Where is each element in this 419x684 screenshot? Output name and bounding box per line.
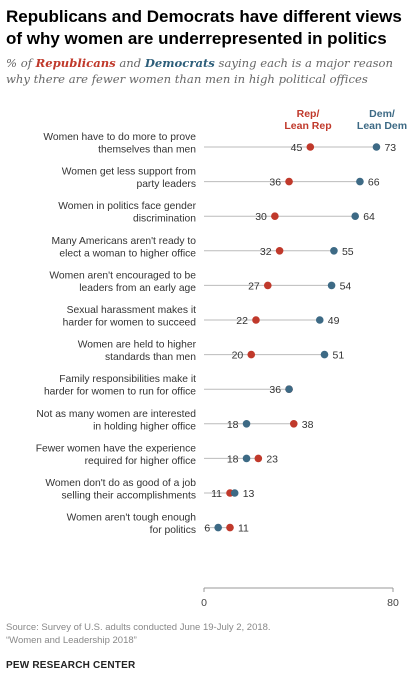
category-label: discrimination [133, 214, 196, 225]
dem-dot [356, 177, 364, 186]
legend-dem-label: Lean Dem [357, 120, 407, 132]
dem-dot [285, 385, 293, 394]
dem-value-label: 54 [340, 280, 352, 292]
category-label: Women get less support from [62, 167, 196, 178]
category-label: for politics [150, 525, 196, 536]
dem-value-label: 64 [363, 211, 375, 223]
rep-dot [271, 212, 279, 220]
category-label: Fewer women have the experience [36, 443, 197, 454]
category-label: leaders from an early age [79, 283, 196, 294]
chart-subtitle: % of Republicans and Democrats saying ea… [6, 55, 411, 87]
rep-dot [263, 281, 272, 290]
category-label: harder for women to succeed [63, 318, 197, 329]
dem-dot [230, 489, 239, 497]
category-label: party leaders [136, 179, 196, 190]
rep-dot [254, 454, 263, 463]
category-label: Sexual harassment makes it [67, 305, 196, 316]
dem-value-label: 13 [243, 488, 255, 500]
dem-value-label: 66 [368, 177, 380, 189]
dem-value-label: 6 [204, 523, 210, 535]
category-label: Family responsibilities make it [59, 374, 196, 385]
x-tick-label: 80 [387, 597, 399, 609]
dem-dot [242, 420, 251, 428]
dem-dot [214, 523, 222, 532]
dem-dot [320, 350, 329, 359]
rep-value-label: 11 [238, 523, 249, 535]
dem-value-label: 51 [332, 350, 344, 362]
rep-value-label: 27 [248, 280, 260, 292]
dem-dot [330, 247, 338, 255]
rep-dot [285, 177, 293, 186]
rep-dot [247, 350, 256, 359]
legend-rep-label: Rep/ [297, 108, 320, 120]
rep-value-label: 11 [211, 488, 222, 500]
category-label: Not as many women are interested [36, 409, 196, 420]
rep-value-label: 45 [291, 142, 303, 154]
dem-value-label: 49 [328, 315, 340, 327]
dem-value-label: 18 [227, 453, 239, 465]
pew-logo-text: PEW RESEARCH CENTER [6, 660, 136, 671]
rep-value-label: 30 [255, 211, 267, 223]
dem-dot [242, 454, 251, 463]
dem-dot [315, 316, 324, 324]
subtitle-republicans: Republicans [35, 56, 116, 70]
category-label: elect a woman to higher office [59, 248, 196, 259]
category-label: in holding higher office [93, 421, 196, 432]
category-label: themselves than men [98, 145, 196, 156]
category-label: Women don't do as good of a job [45, 478, 196, 489]
rep-dot [252, 316, 260, 324]
category-label: selling their accomplishments [62, 491, 197, 502]
subtitle-and: and [115, 56, 145, 70]
legend-dem-label: Dem/ [369, 108, 395, 120]
source-line-1: Source: Survey of U.S. adults conducted … [6, 622, 271, 633]
rep-value-label: 23 [266, 453, 278, 465]
category-label: standards than men [105, 352, 196, 363]
chart-title: Republicans and Democrats have different… [6, 7, 402, 48]
legend-rep-label: Lean Rep [284, 120, 331, 132]
rep-dot [289, 420, 298, 428]
category-label: Women aren't encouraged to be [49, 270, 196, 281]
source-line-2: “Women and Leadership 2018” [6, 634, 137, 646]
dem-dot [351, 212, 360, 220]
rep-dot [306, 143, 315, 151]
rep-dot [226, 523, 234, 532]
dem-value-label: 18 [227, 419, 239, 431]
rep-value-label: 22 [236, 315, 248, 327]
x-tick-label: 0 [201, 597, 207, 609]
subtitle-democrats: Democrats [144, 56, 215, 70]
category-label: Many Americans aren't ready to [52, 236, 197, 247]
dem-dot [372, 143, 381, 151]
rep-value-label: 36 [269, 384, 281, 396]
category-label: Women are held to higher [78, 340, 197, 351]
rep-value-label: 20 [232, 350, 244, 362]
category-label: harder for women to run for office [44, 387, 196, 398]
rep-value-label: 32 [260, 246, 272, 258]
category-label: Women in politics face gender [58, 201, 196, 212]
dem-dot [327, 281, 336, 290]
rep-value-label: 38 [302, 419, 314, 431]
subtitle-prefix: % of [6, 56, 36, 70]
dem-value-label: 55 [342, 246, 354, 258]
category-label: Women aren't tough enough [67, 513, 197, 524]
category-label: required for higher office [85, 456, 197, 467]
source-note: Source: Survey of U.S. adults conducted … [6, 622, 411, 647]
dem-value-label: 73 [384, 142, 396, 154]
category-label: Women have to do more to prove [43, 132, 196, 143]
rep-dot [275, 247, 284, 255]
subtitle-suffix: saying each is a major reason why there … [6, 56, 394, 86]
rep-value-label: 36 [269, 177, 281, 189]
